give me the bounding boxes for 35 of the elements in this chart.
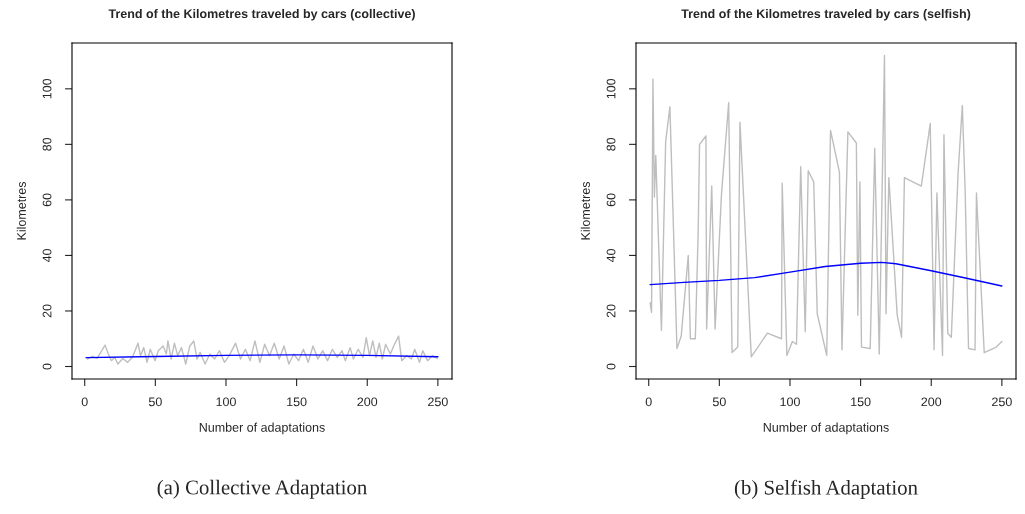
x-tick-label: 250 <box>428 397 448 407</box>
y-tick-label: 60 <box>606 193 616 207</box>
y-tick-label: 40 <box>606 248 616 263</box>
x-axis-title: Number of adaptations <box>763 422 889 435</box>
x-tick-label: 50 <box>148 397 162 407</box>
y-tick-label: 20 <box>606 304 616 318</box>
x-tick-label: 150 <box>287 397 307 407</box>
x-tick-label: 200 <box>357 397 378 407</box>
y-tick-label: 80 <box>42 137 52 151</box>
y-axis-title: Kilometres <box>16 181 26 240</box>
x-tick-label: 100 <box>780 397 800 407</box>
x-tick-label: 0 <box>81 397 88 407</box>
x-tick-label: 250 <box>992 397 1012 407</box>
y-tick-label: 60 <box>42 193 52 207</box>
line-series <box>86 335 438 365</box>
x-axis-title: Number of adaptations <box>199 422 325 435</box>
x-tick-label: 0 <box>645 397 652 407</box>
y-tick-label: 100 <box>42 78 52 99</box>
x-tick-label: 100 <box>216 397 236 407</box>
y-tick-label: 0 <box>606 363 616 370</box>
y-tick-label: 0 <box>42 363 52 370</box>
y-tick-label: 40 <box>42 248 52 263</box>
text: (a) Collective Adaptation <box>157 479 367 499</box>
x-tick-label: 50 <box>712 397 726 407</box>
text: (b) Selfish Adaptation <box>734 479 918 499</box>
y-tick-label: 100 <box>606 78 616 99</box>
chart-title: Trend of the Kilometres traveled by cars (selfish) <box>681 8 971 21</box>
line-series <box>649 54 1003 358</box>
chart-title: Trend of the Kilometres traveled by cars (collective) <box>108 8 415 21</box>
x-tick-label: 200 <box>921 397 942 407</box>
line-series <box>649 261 1003 287</box>
x-tick-label: 150 <box>851 397 871 407</box>
y-tick-label: 80 <box>606 137 616 151</box>
y-axis-title: Kilometres <box>580 181 590 240</box>
y-tick-label: 20 <box>42 304 52 318</box>
